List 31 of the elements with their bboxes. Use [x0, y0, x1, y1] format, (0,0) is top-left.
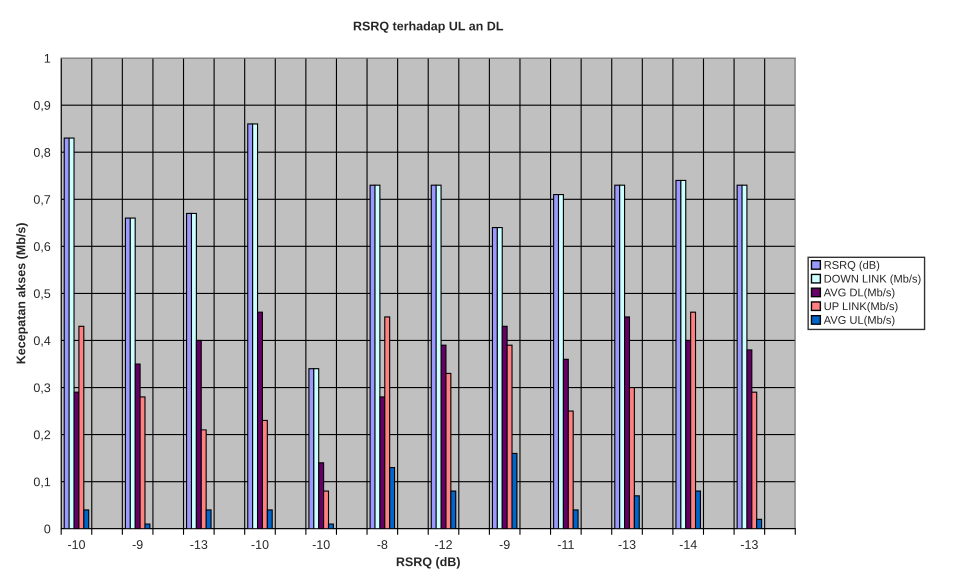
x-tick-label: -13 [740, 540, 758, 550]
y-tick-label: 0,2 [34, 430, 50, 441]
x-tick-label: -9 [132, 540, 143, 550]
x-tick-label: -10 [312, 540, 330, 550]
legend-label: RSRQ (dB) [824, 260, 880, 272]
x-tick-label: -8 [377, 540, 388, 550]
x-tick-label: -9 [500, 540, 510, 550]
x-tick-label: -14 [680, 540, 697, 549]
legend-label: AVG DL(Mb/s) [824, 288, 894, 299]
x-tick-label: -13 [618, 540, 636, 550]
y-tick-label: 0 [44, 524, 50, 534]
y-tick-label: 0,9 [34, 100, 50, 112]
y-tick-label: 1 [44, 54, 50, 63]
legend-label: DOWN LINK (Mb/s) [824, 274, 921, 285]
y-tick-label: 0,8 [34, 148, 50, 158]
y-tick-label: 0,3 [34, 383, 50, 394]
x-tick-label: -12 [435, 540, 452, 549]
x-tick-label: -13 [190, 540, 208, 550]
y-axis-title: Kecepatan akses (Mb/s) [16, 223, 28, 364]
legend-label: AVG UL(Mb/s) [824, 316, 894, 326]
x-tick-label: -10 [252, 540, 269, 550]
legend-label: UP LINK(Mb/s) [824, 302, 898, 312]
y-tick-label: 0,7 [34, 195, 50, 206]
x-axis-title: RSRQ (dB) [396, 557, 460, 569]
y-tick-label: 0,5 [34, 289, 50, 300]
x-tick-label: -11 [558, 540, 574, 549]
x-tick-label: -10 [68, 540, 86, 550]
chart-title: RSRQ terhadap UL an DL [354, 21, 504, 33]
y-tick-label: 0,6 [34, 242, 50, 252]
y-tick-label: 0,1 [34, 477, 50, 488]
y-tick-label: 0,4 [34, 336, 50, 347]
